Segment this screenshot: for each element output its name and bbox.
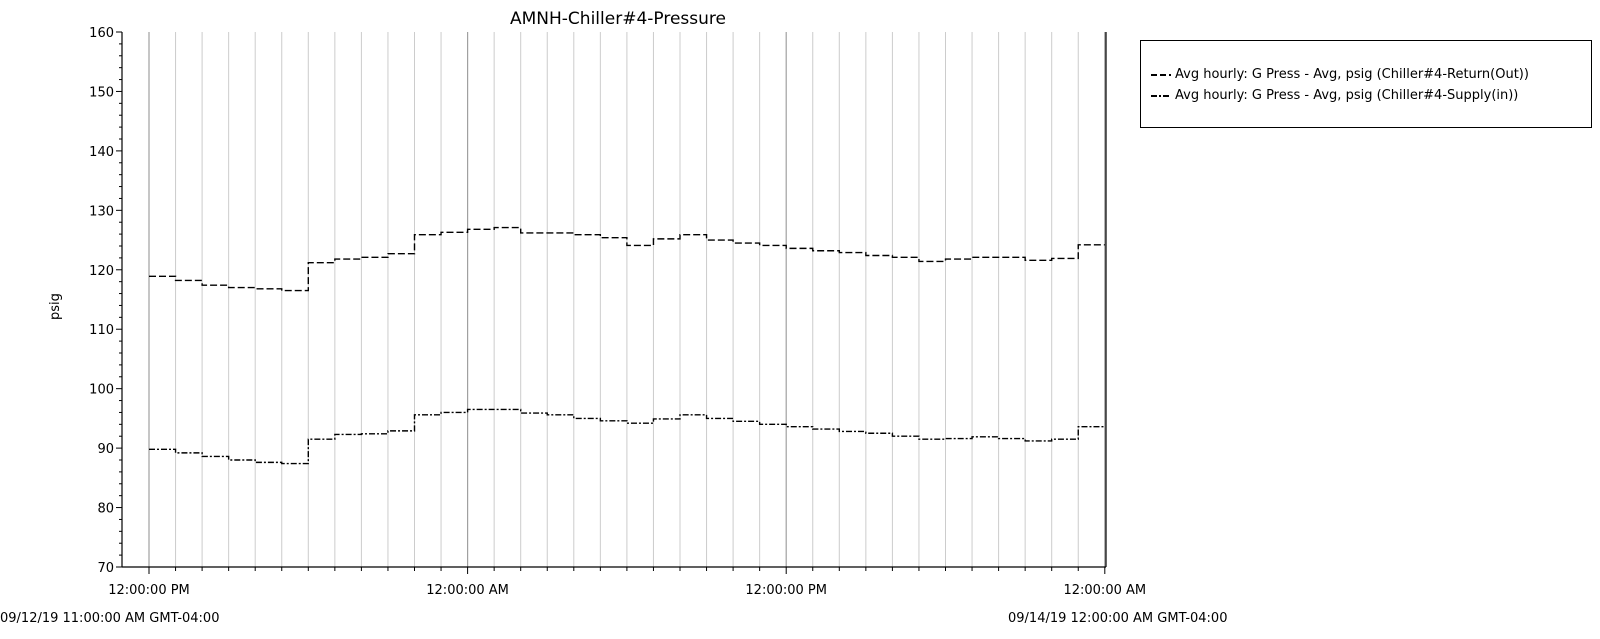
y-tick-label: 160 [89,26,114,41]
y-tick-label: 120 [89,264,114,279]
series-layer [149,226,1105,465]
axes [116,31,1107,574]
legend-label-supply: Avg hourly: G Press - Avg, psig (Chiller… [1175,88,1519,103]
legend-label-return: Avg hourly: G Press - Avg, psig (Chiller… [1175,67,1529,82]
legend: Avg hourly: G Press - Avg, psig (Chiller… [1140,40,1592,128]
legend-swatch-dashed [1151,73,1171,76]
x-tick-label: 12:00:00 PM [108,583,190,598]
y-tick-label: 70 [97,561,114,576]
y-tick-label: 100 [89,383,114,398]
chart-title: AMNH-Chiller#4-Pressure [510,9,726,29]
y-tick-label: 90 [97,442,114,457]
vertical-grid-lines [148,32,1106,567]
y-tick-label: 110 [89,323,114,338]
series-line-1 [149,408,1105,465]
y-tick-label: 140 [89,145,114,160]
y-tick-label: 150 [89,85,114,100]
x-tick-label: 12:00:00 AM [426,583,509,598]
x-tick-label: 12:00:00 AM [1063,583,1146,598]
y-tick-label: 80 [97,502,114,517]
series-line-0 [149,226,1105,292]
legend-entry-return: Avg hourly: G Press - Avg, psig (Chiller… [1151,67,1529,82]
legend-entry-supply: Avg hourly: G Press - Avg, psig (Chiller… [1151,88,1518,103]
legend-swatch-dashdot [1151,94,1171,97]
tick-labels: 70 80 90 100 110 120 130 140 150 160 12:00:00 PM 12… [89,26,1146,598]
x-range-end-label: 09/14/19 12:00:00 AM GMT-04:00 [1008,611,1228,626]
y-tick-label: 130 [89,204,114,219]
x-range-start-label: 09/12/19 11:00:00 AM GMT-04:00 [0,611,220,626]
x-tick-label: 12:00:00 PM [745,583,827,598]
